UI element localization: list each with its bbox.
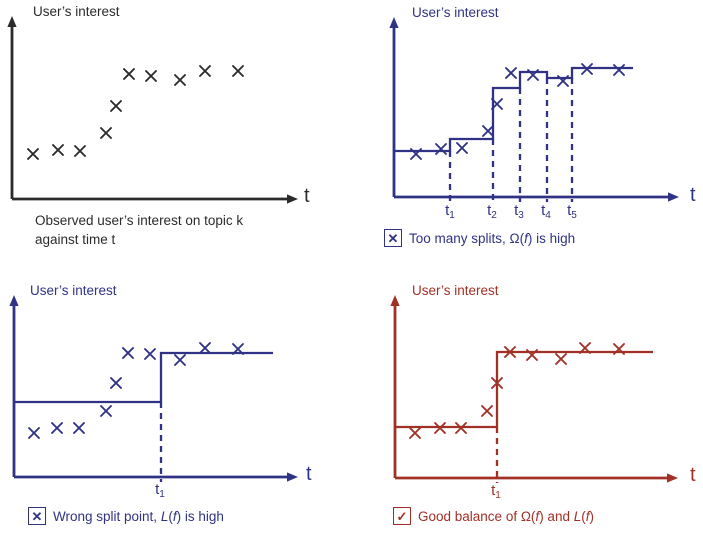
- p2-tick-t1: t1: [155, 481, 165, 500]
- p0-xaxis-label: t: [304, 185, 310, 207]
- x-box-icon: ✕: [384, 229, 402, 247]
- p3-xaxis-label: t: [690, 464, 696, 486]
- p0-caption-line2: against time t: [35, 232, 116, 247]
- p0-caption: Observed user’s interest on topic k agai…: [35, 211, 243, 249]
- p1-tick-t1: t1: [445, 202, 455, 221]
- p1-title: User’s interest: [412, 5, 499, 20]
- p1-tick-t4: t4: [541, 202, 551, 221]
- p1-xaxis-label: t: [690, 184, 696, 206]
- p1-caption: ✕ Too many splits, Ω(f) is high: [384, 229, 575, 247]
- p2-title: User’s interest: [30, 283, 117, 298]
- p2-xaxis-label: t: [306, 463, 312, 485]
- x-mark-glyph: ✕: [31, 508, 43, 524]
- p1-tick-t2: t2: [487, 202, 497, 221]
- p3-tick-t1: t1: [491, 482, 501, 501]
- p1-caption-text: Too many splits, Ω(f) is high: [409, 230, 576, 246]
- p0-caption-line1: Observed user’s interest on topic k: [35, 213, 244, 228]
- p3-caption: ✓ Good balance of Ω(f) and L(f): [393, 507, 594, 525]
- check-box-icon: ✓: [393, 507, 411, 525]
- p1-tick-t5: t5: [567, 202, 577, 221]
- x-box-icon: ✕: [28, 507, 46, 525]
- p0-title: User’s interest: [33, 4, 120, 19]
- x-mark-glyph: ✕: [387, 230, 399, 246]
- p2-caption: ✕ Wrong split point, L(f) is high: [28, 507, 224, 525]
- p1-tick-t3: t3: [514, 202, 524, 221]
- p3-caption-text: Good balance of Ω(f) and L(f): [418, 508, 594, 524]
- check-mark-glyph: ✓: [396, 508, 408, 524]
- p3-title: User’s interest: [412, 283, 499, 298]
- p2-caption-text: Wrong split point, L(f) is high: [53, 508, 224, 524]
